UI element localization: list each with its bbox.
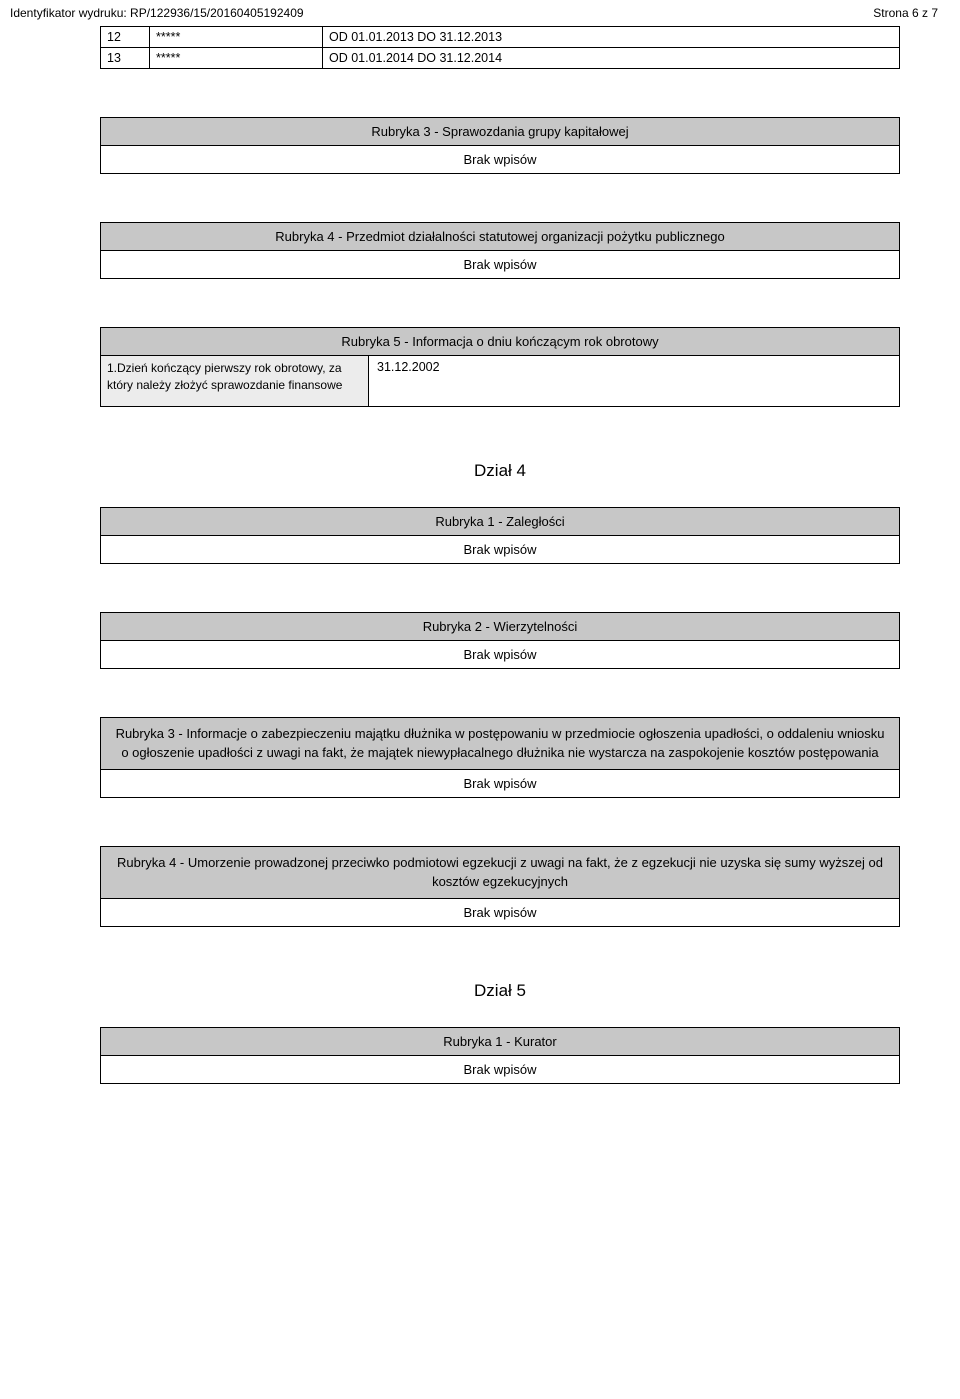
page-content: 12 ***** OD 01.01.2013 DO 31.12.2013 13 … xyxy=(0,26,960,1084)
rubryka-body: Brak wpisów xyxy=(101,899,899,926)
rubryka-3-informacje: Rubryka 3 - Informacje o zabezpieczeniu … xyxy=(100,717,900,798)
rubryka-title: Rubryka 3 - Informacje o zabezpieczeniu … xyxy=(101,718,899,770)
page-header-bar: Identyfikator wydruku: RP/122936/15/2016… xyxy=(0,0,960,22)
rubryka-title: Rubryka 2 - Wierzytelności xyxy=(101,613,899,641)
print-identifier: Identyfikator wydruku: RP/122936/15/2016… xyxy=(10,6,304,20)
rubryka-5-row: 1.Dzień kończący pierwszy rok obrotowy, … xyxy=(101,356,899,406)
rubryka-body: Brak wpisów xyxy=(101,641,899,668)
rubryka-5-informacja: Rubryka 5 - Informacja o dniu kończącym … xyxy=(100,327,900,407)
row-stars: ***** xyxy=(150,27,323,48)
rubryka-1-kurator: Rubryka 1 - Kurator Brak wpisów xyxy=(100,1027,900,1084)
rubryka-body: Brak wpisów xyxy=(101,251,899,278)
rubryka-4-przedmiot: Rubryka 4 - Przedmiot działalności statu… xyxy=(100,222,900,279)
row-number: 13 xyxy=(101,48,150,69)
rubryka-3-sprawozdania: Rubryka 3 - Sprawozdania grupy kapitałow… xyxy=(100,117,900,174)
rubryka-1-zaleglosci: Rubryka 1 - Zaległości Brak wpisów xyxy=(100,507,900,564)
top-period-table: 12 ***** OD 01.01.2013 DO 31.12.2013 13 … xyxy=(100,26,900,69)
rubryka-title: Rubryka 1 - Kurator xyxy=(101,1028,899,1056)
dzial-4-heading: Dział 4 xyxy=(100,461,900,481)
row-stars: ***** xyxy=(150,48,323,69)
row-period: OD 01.01.2014 DO 31.12.2014 xyxy=(323,48,900,69)
row-number: 12 xyxy=(101,27,150,48)
rubryka-title: Rubryka 3 - Sprawozdania grupy kapitałow… xyxy=(101,118,899,146)
rubryka-5-value: 31.12.2002 xyxy=(369,356,899,406)
rubryka-body: Brak wpisów xyxy=(101,536,899,563)
rubryka-title: Rubryka 1 - Zaległości xyxy=(101,508,899,536)
dzial-5-heading: Dział 5 xyxy=(100,981,900,1001)
rubryka-4-umorzenie: Rubryka 4 - Umorzenie prowadzonej przeci… xyxy=(100,846,900,927)
page: Identyfikator wydruku: RP/122936/15/2016… xyxy=(0,0,960,1124)
table-row: 13 ***** OD 01.01.2014 DO 31.12.2014 xyxy=(101,48,900,69)
rubryka-title: Rubryka 4 - Umorzenie prowadzonej przeci… xyxy=(101,847,899,899)
row-period: OD 01.01.2013 DO 31.12.2013 xyxy=(323,27,900,48)
rubryka-5-label: 1.Dzień kończący pierwszy rok obrotowy, … xyxy=(101,356,369,406)
table-row: 12 ***** OD 01.01.2013 DO 31.12.2013 xyxy=(101,27,900,48)
rubryka-body: Brak wpisów xyxy=(101,146,899,173)
rubryka-title: Rubryka 5 - Informacja o dniu kończącym … xyxy=(101,328,899,356)
rubryka-title: Rubryka 4 - Przedmiot działalności statu… xyxy=(101,223,899,251)
rubryka-2-wierzytelnosci: Rubryka 2 - Wierzytelności Brak wpisów xyxy=(100,612,900,669)
rubryka-body: Brak wpisów xyxy=(101,770,899,797)
rubryka-body: Brak wpisów xyxy=(101,1056,899,1083)
page-number: Strona 6 z 7 xyxy=(873,6,938,20)
